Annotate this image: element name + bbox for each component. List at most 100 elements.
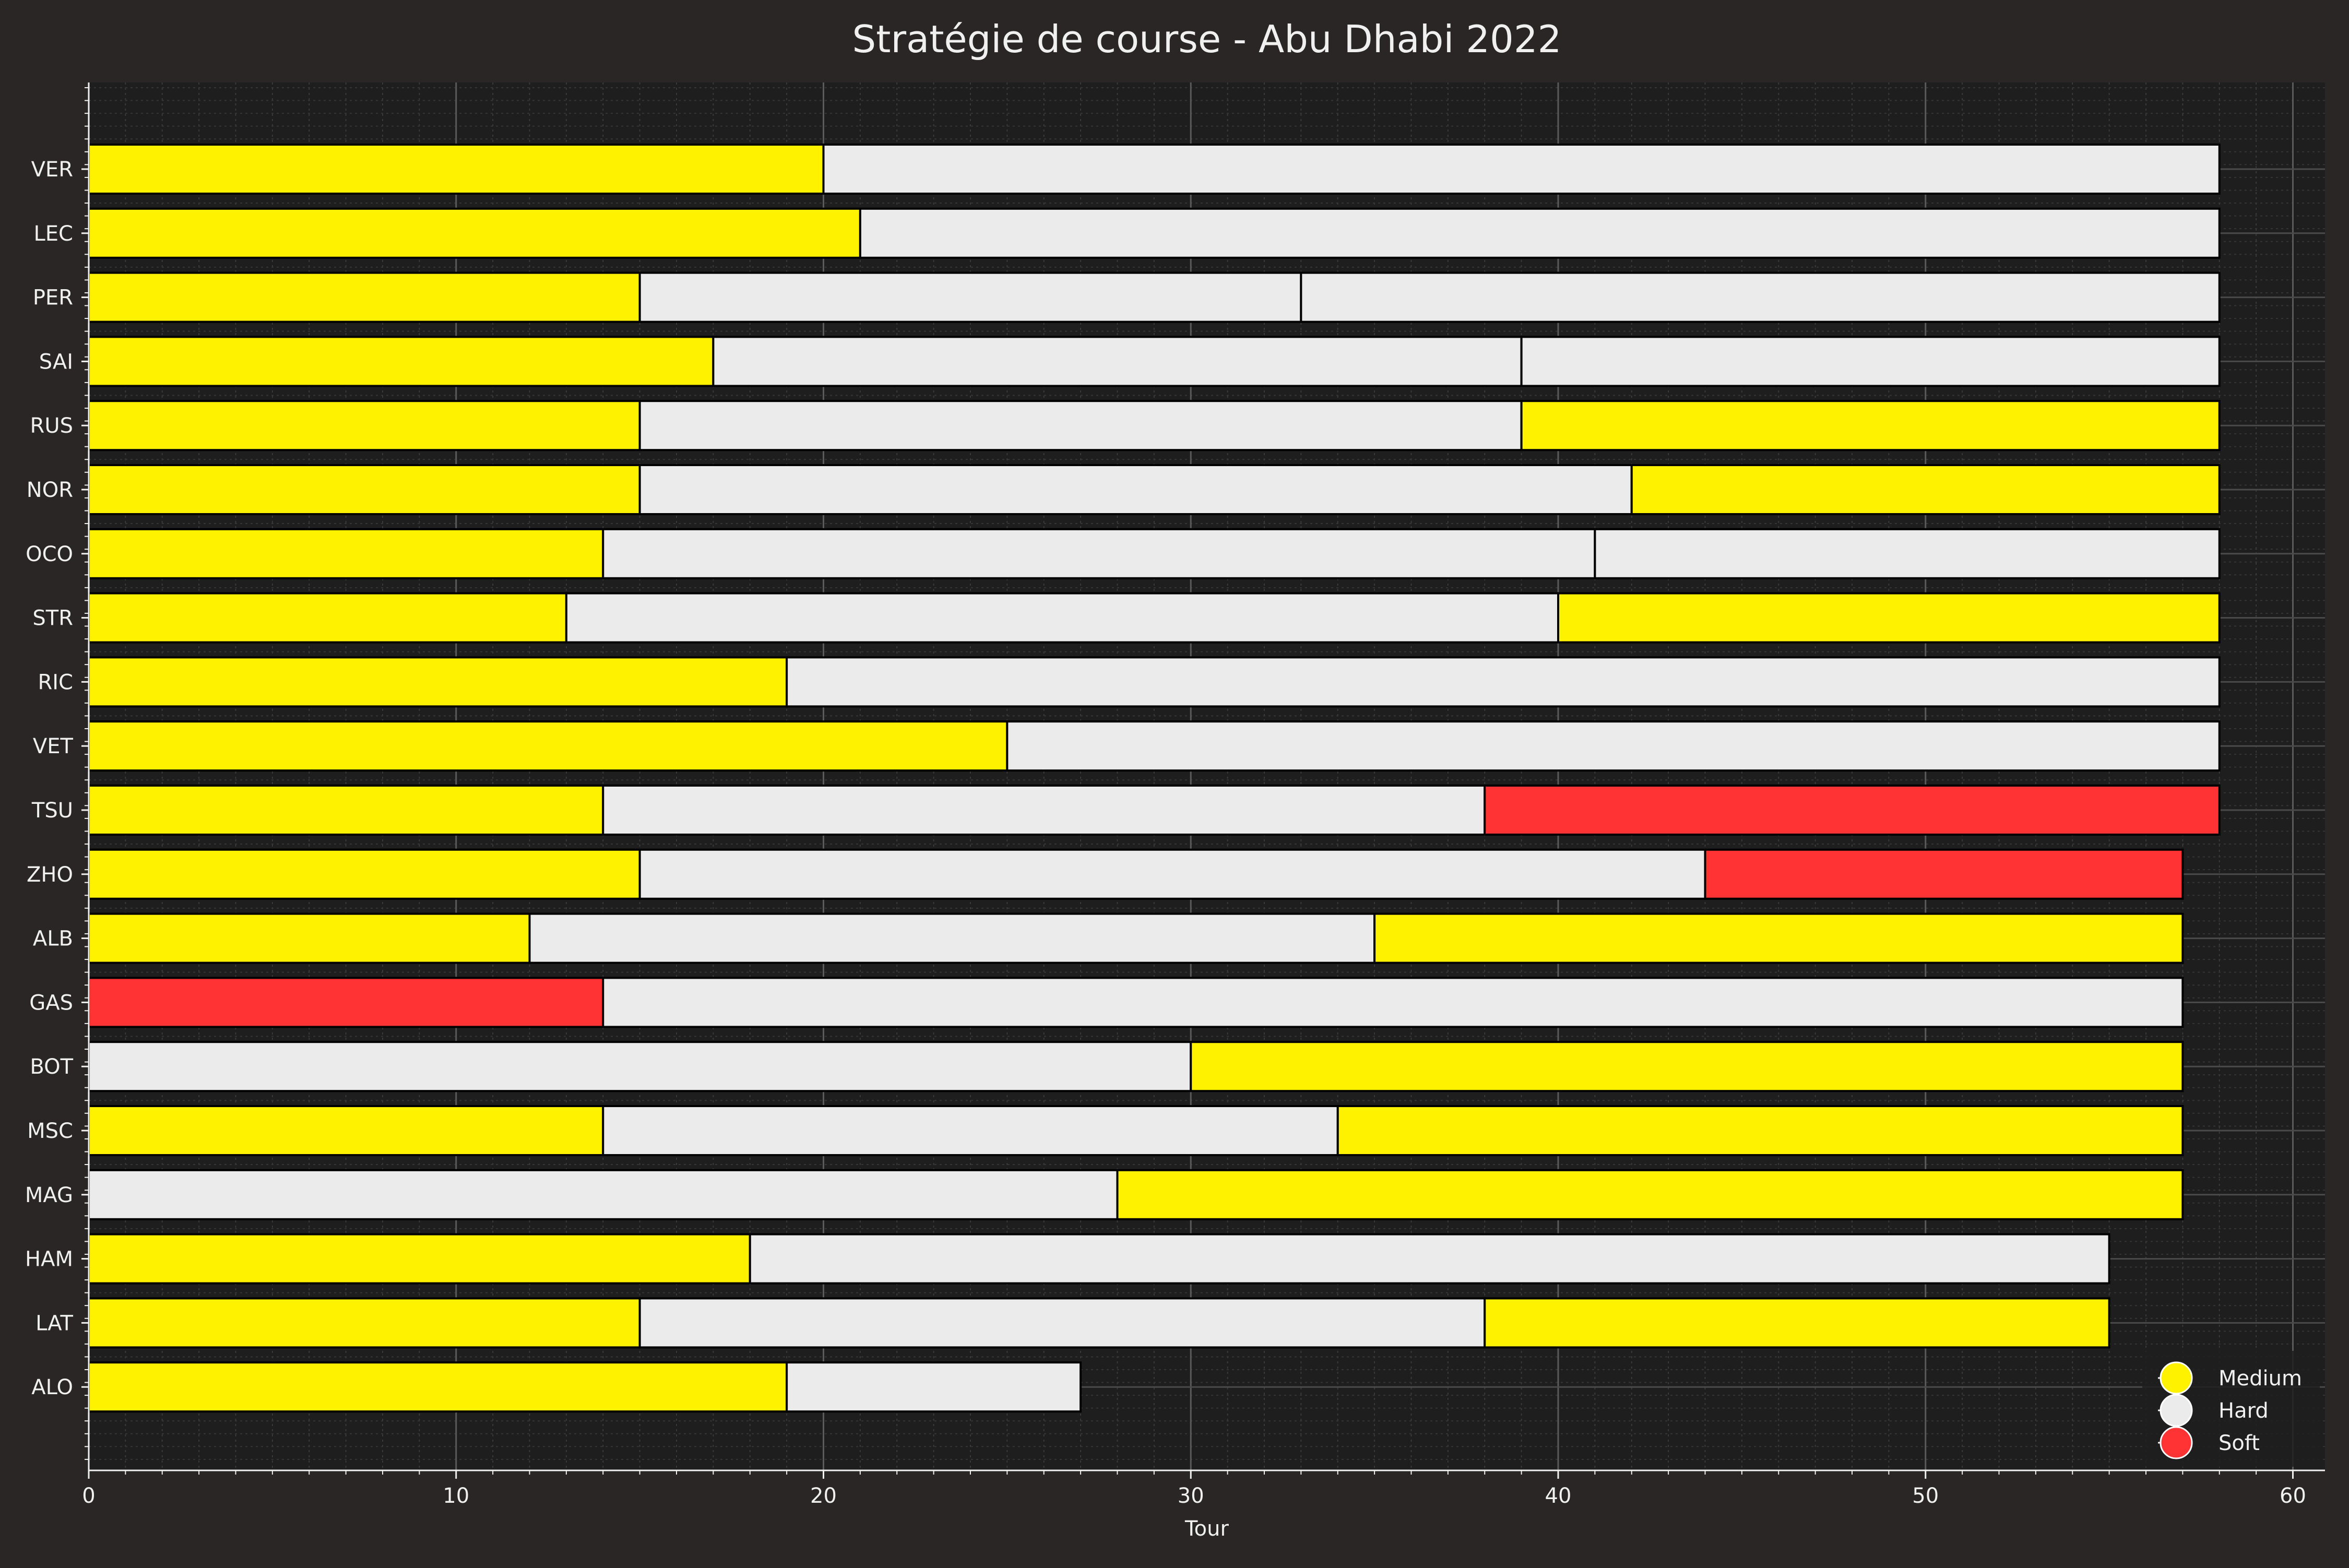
x-tick-label: 0	[82, 1484, 95, 1508]
y-tick-label: OCO	[26, 542, 73, 566]
driver-row-oco	[88, 528, 2221, 579]
stint-bar-hard	[638, 464, 1633, 515]
driver-row-ver	[88, 144, 2221, 195]
legend-marker	[2160, 1394, 2193, 1427]
y-tick-label: ZHO	[27, 863, 73, 887]
stint-bar-medium	[1520, 400, 2221, 452]
legend-marker	[2160, 1361, 2193, 1395]
axes-layer: VER LEC PER SAI RUS NOR OCO STR RIC VET TSU ZHO ALB G…	[25, 82, 2325, 1508]
stint-bar-medium	[1190, 1041, 2184, 1092]
y-tick-label: GAS	[29, 991, 73, 1015]
driver-row-zho	[88, 848, 2184, 900]
y-tick-label: ALO	[31, 1375, 73, 1399]
stint-bar-hard	[602, 528, 1596, 579]
x-axis-label: Tour	[1184, 1517, 1229, 1541]
y-tick-label: STR	[32, 607, 73, 631]
stint-bar-hard	[749, 1233, 2110, 1285]
stint-bar-hard	[602, 1105, 1339, 1156]
legend-label: Soft	[2218, 1431, 2260, 1455]
stint-bar-medium	[88, 400, 641, 452]
driver-row-bot	[88, 1041, 2184, 1092]
stint-bar-hard	[602, 977, 2184, 1028]
stint-bar-soft	[1484, 785, 2221, 836]
stint-bar-hard	[88, 1169, 1119, 1220]
y-tick-label: HAM	[25, 1248, 73, 1272]
stint-bar-soft	[1704, 848, 2184, 900]
y-tick-label: BOT	[30, 1055, 73, 1079]
stint-bar-medium	[88, 592, 567, 644]
stint-bar-medium	[88, 528, 604, 579]
stint-bar-medium	[1557, 592, 2221, 644]
stint-bar-medium	[88, 271, 641, 323]
y-tick-label: MSC	[27, 1119, 73, 1143]
stint-bar-medium	[88, 785, 604, 836]
stint-bar-hard	[88, 1041, 1192, 1092]
y-tick-label: RIC	[38, 670, 73, 694]
stint-bar-medium	[88, 464, 641, 515]
stint-bar-hard	[1300, 271, 2221, 323]
stint-bar-hard	[786, 656, 2221, 708]
y-tick-label: MAG	[25, 1183, 73, 1207]
legend-item-soft: Soft	[2158, 1426, 2260, 1459]
stint-bar-hard	[528, 912, 1376, 964]
y-tick-label: NOR	[27, 478, 73, 502]
y-tick-label: ALB	[33, 927, 73, 951]
stint-bar-hard	[859, 207, 2221, 259]
stint-bar-medium	[88, 1105, 604, 1156]
stint-bar-medium	[88, 336, 715, 387]
driver-row-sai	[88, 336, 2221, 387]
x-tick-label: 30	[1178, 1484, 1204, 1508]
stint-bar-medium	[1630, 464, 2221, 515]
driver-row-msc	[88, 1105, 2184, 1156]
stint-bar-hard	[1594, 528, 2221, 579]
x-tick-label: 50	[1912, 1484, 1939, 1508]
stint-bar-medium	[88, 1361, 788, 1413]
chart-title: Stratégie de course - Abu Dhabi 2022	[852, 17, 1562, 61]
stint-bar-medium	[88, 912, 531, 964]
stint-bar-medium	[88, 1233, 751, 1285]
stint-bar-medium	[1116, 1169, 2184, 1220]
driver-row-alo	[88, 1361, 1082, 1413]
stint-bar-medium	[88, 144, 825, 195]
x-tick-label: 10	[443, 1484, 469, 1508]
x-tick-label: 20	[810, 1484, 837, 1508]
stint-bar-hard	[786, 1361, 1082, 1413]
stint-bar-hard	[1006, 720, 2221, 772]
driver-row-rus	[88, 400, 2221, 452]
legend-item-hard: Hard	[2158, 1394, 2269, 1427]
stint-bar-hard	[638, 400, 1523, 452]
stint-bar-medium	[1336, 1105, 2184, 1156]
bars-layer	[88, 144, 2221, 1413]
driver-row-mag	[88, 1169, 2184, 1220]
driver-row-alb	[88, 912, 2184, 964]
stint-bar-hard	[602, 785, 1486, 836]
y-tick-label: PER	[33, 286, 73, 310]
x-tick-label: 40	[1545, 1484, 1572, 1508]
y-tick-label: LEC	[34, 222, 74, 246]
stint-bar-hard	[822, 144, 2221, 195]
driver-row-lat	[88, 1297, 2110, 1349]
y-tick-label: VET	[33, 734, 74, 758]
stint-bar-medium	[88, 848, 641, 900]
y-tick-label: RUS	[30, 414, 73, 438]
legend-label: Hard	[2218, 1399, 2269, 1423]
stint-bar-soft	[88, 977, 604, 1028]
stint-bar-hard	[638, 271, 1302, 323]
driver-row-gas	[88, 977, 2184, 1028]
stint-bar-medium	[88, 1297, 641, 1349]
driver-row-str	[88, 592, 2221, 644]
legend-label: Medium	[2218, 1367, 2302, 1391]
stint-bar-medium	[88, 656, 788, 708]
driver-row-nor	[88, 464, 2221, 515]
x-tick-label: 60	[2280, 1484, 2306, 1508]
legend-marker	[2160, 1426, 2193, 1459]
stint-bar-medium	[1484, 1297, 2110, 1349]
driver-row-tsu	[88, 785, 2221, 836]
y-tick-label: TSU	[31, 799, 73, 823]
y-tick-label: LAT	[35, 1311, 73, 1335]
stint-bar-medium	[1373, 912, 2184, 964]
y-tick-label: VER	[31, 158, 73, 182]
driver-row-vet	[88, 720, 2221, 772]
legend-item-medium: Medium	[2158, 1361, 2302, 1395]
